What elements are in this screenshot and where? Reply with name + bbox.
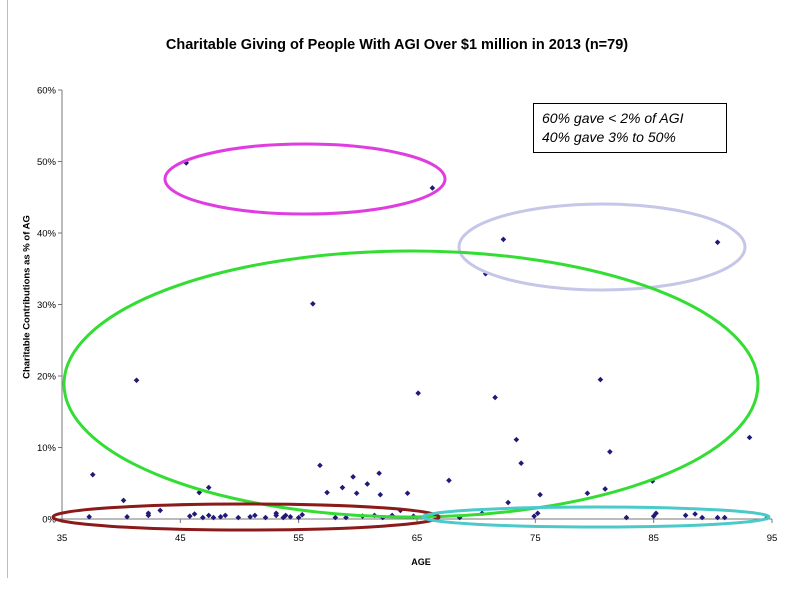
data-point: [376, 470, 382, 477]
data-point: [133, 377, 140, 384]
data-point: [273, 510, 279, 517]
data-point: [235, 514, 242, 521]
data-point: [518, 460, 524, 467]
data-point: [157, 507, 164, 514]
tick-labels: 35 45 55 65 75 85 95 0% 10% 20% 30% 40% 50% 60%: [37, 86, 777, 545]
y-axis-label: Charitable Contributions as % of AG: [21, 215, 33, 379]
annotation-line-2: 40% gave 3% to 50%: [542, 129, 676, 145]
annotation-box: 60% gave < 2% of AGI 40% gave 3% to 50%: [533, 103, 727, 153]
y-tick-label: 0%: [42, 515, 56, 526]
y-tick-label: 30%: [37, 300, 57, 311]
y-tick-label: 20%: [37, 372, 57, 383]
x-tick-label: 95: [767, 533, 778, 544]
data-point: [217, 514, 224, 520]
data-point: [350, 474, 356, 480]
data-point: [699, 514, 705, 521]
data-point: [721, 514, 728, 521]
data-point: [505, 499, 511, 506]
data-point: [623, 514, 630, 521]
data-point: [295, 514, 302, 521]
data-point: [120, 497, 127, 504]
data-point: [86, 514, 93, 520]
ellipse-upper-right-lavender: [457, 202, 747, 292]
y-tick-label: 60%: [37, 86, 57, 97]
data-point: [282, 512, 289, 519]
data-point: [191, 511, 198, 517]
x-tick-label: 45: [175, 533, 186, 544]
data-point: [353, 490, 360, 497]
data-point: [602, 486, 608, 492]
data-point: [317, 462, 323, 469]
y-tick-label: 10%: [37, 443, 57, 454]
data-point: [210, 514, 217, 521]
data-point: [252, 512, 258, 519]
data-point: [746, 434, 753, 441]
data-point: [531, 513, 537, 519]
x-tick-label: 55: [293, 533, 304, 544]
data-point: [597, 376, 604, 383]
data-point: [429, 185, 436, 191]
data-point: [714, 514, 721, 521]
data-point: [124, 514, 130, 520]
data-point: [287, 514, 294, 520]
data-point: [415, 390, 421, 396]
chart-title: Charitable Giving of People With AGI Ove…: [165, 37, 629, 53]
data-point: [200, 514, 206, 521]
x-tick-label: 85: [648, 533, 659, 544]
data-point: [196, 489, 203, 496]
data-point: [492, 394, 498, 401]
ellipse-middle-green: [62, 249, 760, 519]
data-point: [247, 514, 253, 520]
data-point: [446, 477, 452, 484]
y-tick-label: 40%: [37, 229, 57, 240]
data-points: [86, 160, 771, 521]
data-point: [364, 481, 371, 487]
data-point: [89, 471, 96, 478]
highlight-ellipses: [51, 142, 771, 532]
data-point: [145, 510, 152, 517]
ellipse-bottom-right-teal: [421, 505, 771, 529]
data-point: [187, 513, 193, 519]
data-point: [653, 510, 659, 517]
data-point: [205, 484, 212, 491]
annotation-line-1: 60% gave < 2% of AGI: [542, 110, 684, 126]
data-point: [404, 490, 411, 497]
x-tick-label: 35: [57, 533, 68, 544]
data-point: [682, 512, 689, 519]
x-tick-label: 65: [412, 533, 423, 544]
data-point: [534, 510, 541, 517]
data-point: [310, 300, 316, 307]
left-border-line: [7, 0, 8, 578]
data-point: [205, 512, 212, 519]
data-point: [584, 490, 591, 497]
data-point: [262, 514, 269, 521]
data-point: [513, 436, 520, 443]
data-point: [500, 236, 507, 243]
data-point: [482, 270, 489, 277]
data-point: [607, 448, 613, 455]
data-point: [692, 511, 698, 517]
x-tick-label: 75: [530, 533, 541, 544]
ellipse-bottom-left-maroon: [51, 502, 441, 532]
data-point: [339, 484, 346, 491]
data-point: [222, 512, 229, 519]
data-point: [299, 511, 306, 518]
data-point: [324, 489, 330, 496]
data-point: [377, 491, 384, 498]
ellipse-top-magenta: [163, 142, 447, 216]
data-point: [332, 514, 339, 521]
data-point: [537, 491, 543, 498]
y-tick-label: 50%: [37, 157, 57, 168]
axes: [61, 90, 772, 520]
data-point: [714, 239, 721, 246]
x-axis-label: AGE: [411, 557, 431, 567]
